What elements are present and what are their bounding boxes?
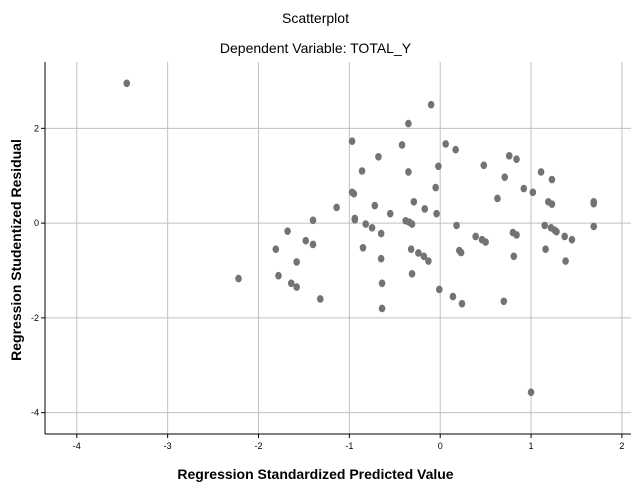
scatter-point: [501, 173, 509, 181]
scatter-point: [272, 245, 280, 253]
scatter-point: [368, 224, 376, 232]
scatter-point: [542, 245, 549, 253]
scatter-point: [284, 227, 291, 235]
x-tick-label: 1: [529, 441, 534, 451]
scatter-point: [378, 304, 386, 313]
scatter-point: [449, 292, 457, 301]
scatter-point: [123, 79, 131, 88]
scatter-point: [427, 100, 435, 109]
scatter-point: [333, 203, 340, 212]
scatter-point: [432, 183, 439, 192]
scatter-point: [309, 216, 317, 225]
scatter-point: [359, 243, 367, 252]
scatter-point: [457, 248, 465, 257]
y-tick-label: 2: [34, 123, 39, 133]
y-tick-label: -2: [31, 313, 39, 323]
scatter-point: [505, 152, 513, 160]
x-axis-label: Regression Standardized Predicted Value: [177, 466, 454, 482]
scatter-point: [453, 221, 460, 230]
scatter-point: [435, 162, 442, 171]
y-tick-label: 0: [34, 218, 39, 228]
scatter-point: [561, 232, 568, 241]
scatter-point: [590, 222, 598, 231]
scatter-point: [472, 232, 479, 241]
scatter-point: [421, 205, 429, 213]
x-tick-label: 0: [438, 441, 443, 451]
scatter-point: [537, 168, 545, 176]
scatter-point: [405, 168, 412, 176]
scatter-point: [275, 271, 282, 280]
grid-layer: [45, 62, 631, 434]
scatter-point: [408, 220, 416, 228]
scatter-point: [510, 252, 518, 261]
scatter-point: [425, 257, 432, 265]
scatter-point: [287, 279, 295, 288]
scatter-point: [433, 209, 440, 218]
scatter-point: [452, 145, 459, 154]
scatter-point: [562, 257, 569, 265]
x-tick-label: -2: [254, 441, 262, 451]
x-tick-label: -1: [345, 441, 353, 451]
scatter-point: [482, 238, 489, 246]
scatter-point: [408, 270, 416, 278]
scatter-point: [235, 274, 242, 283]
points-layer: [123, 79, 598, 397]
scatter-point: [407, 245, 415, 253]
scatter-point: [494, 194, 501, 203]
x-tick-label: 2: [619, 441, 624, 451]
scatter-point: [520, 184, 528, 193]
scatter-point: [420, 252, 428, 261]
scatter-point: [548, 175, 556, 184]
scatter-point: [553, 227, 560, 236]
y-tick-label: -4: [31, 408, 39, 418]
scatter-point: [529, 188, 537, 197]
x-tick-label: -4: [73, 441, 81, 451]
scatter-point: [458, 299, 466, 308]
scatter-point: [378, 279, 386, 288]
scatter-point: [513, 231, 520, 239]
scatter-point: [500, 297, 508, 306]
scatter-point: [541, 221, 548, 230]
scatter-point: [386, 209, 394, 218]
scatter-point: [293, 258, 300, 266]
scatter-point: [309, 240, 317, 249]
scatter-point: [350, 189, 358, 198]
scatter-point: [351, 216, 359, 224]
axis-layer: -4 -3 -2 -1 0 1 2 -4 -2 0 2: [31, 62, 631, 451]
scatter-point: [377, 229, 385, 238]
x-tick-label: -3: [164, 441, 172, 451]
y-axis-label: Regression Studentized Residual: [8, 139, 24, 361]
scatter-point: [348, 137, 356, 145]
scatter-point: [568, 235, 576, 244]
scatter-point: [480, 161, 488, 170]
scatter-point: [358, 167, 366, 175]
scatter-point: [302, 236, 310, 245]
scatter-point: [398, 141, 406, 149]
scatter-point: [316, 295, 324, 303]
scatter-point: [410, 197, 418, 206]
scatter-point: [513, 155, 520, 163]
scatter-point: [548, 200, 556, 208]
scatter-point: [371, 201, 379, 210]
scatter-point: [590, 199, 598, 208]
scatter-point: [405, 119, 412, 128]
chart-title: Scatterplot: [282, 10, 349, 26]
scatter-point: [293, 283, 300, 291]
scatter-point: [362, 220, 370, 228]
scatter-point: [527, 388, 535, 397]
scatter-point: [377, 254, 385, 263]
chart-subtitle: Dependent Variable: TOTAL_Y: [219, 40, 412, 56]
scatter-point: [442, 140, 449, 148]
scatter-point: [415, 249, 422, 257]
scatter-point: [375, 152, 382, 161]
scatter-point: [436, 285, 443, 294]
